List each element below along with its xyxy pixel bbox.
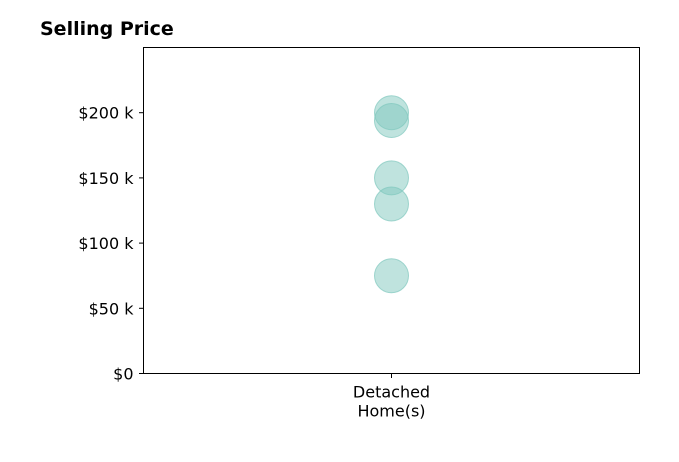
data-point [374,186,409,222]
x-tick-label: Detached Home(s) [353,383,430,421]
chart-title: Selling Price [40,18,174,40]
y-tick-label: $100 k [78,234,134,253]
data-point [374,103,409,139]
data-points [374,95,409,294]
y-axis: $0 $50 k $100 k $150 k $200 k [78,104,144,384]
y-tick-label: $50 k [89,299,135,318]
y-tick-label: $0 [113,365,133,384]
x-axis: Detached Home(s) [353,373,430,421]
y-tick-label: $150 k [78,169,134,188]
data-point [374,258,409,294]
y-tick-label: $200 k [78,104,134,123]
